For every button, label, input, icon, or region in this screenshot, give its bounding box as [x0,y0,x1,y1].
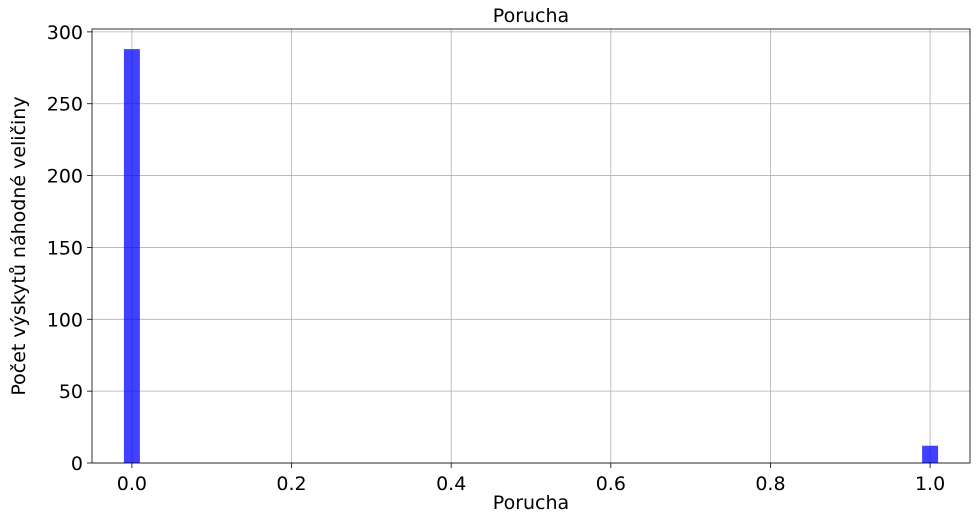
x-tick-label: 0.6 [596,473,626,495]
y-tick-label: 300 [47,22,83,44]
y-tick-label: 250 [47,94,83,116]
x-tick-label: 0.0 [117,473,147,495]
x-tick-label: 1.0 [915,473,945,495]
plot-frame [91,28,971,464]
y-tick-label: 150 [47,237,83,259]
grid [92,29,970,464]
y-tick-label: 100 [47,309,83,331]
histogram-bar [922,445,939,463]
x-tick-label: 0.2 [276,473,306,495]
y-axis-title: Počet výskytů náhodné veličiny [8,96,30,395]
y-tick-label: 50 [59,381,83,403]
x-axis-title: Porucha [493,492,569,514]
y-tick-label: 0 [71,453,83,475]
chart-title: Porucha [493,5,569,27]
y-tick-label: 200 [47,166,83,188]
x-tick-label: 0.4 [436,473,466,495]
histogram-bar [123,49,140,464]
x-tick-label: 0.8 [755,473,785,495]
bars [123,49,939,464]
ticks: 0.0 0.2 0.4 0.6 0.8 1.0 0 50 100 150 200 250 300 [47,22,945,495]
